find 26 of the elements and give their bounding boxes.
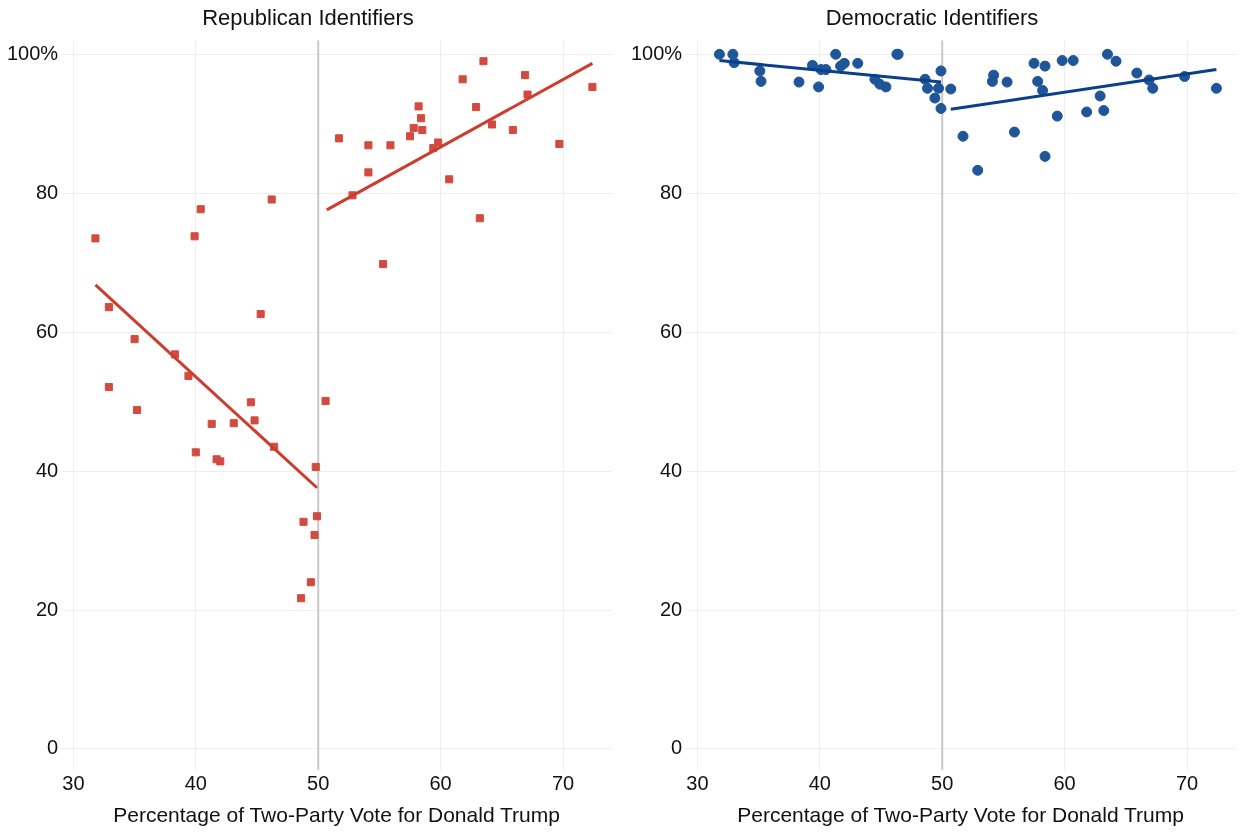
x-tick-label: 70	[1175, 772, 1199, 795]
x-tick-label: 60	[1053, 772, 1076, 795]
x-tick-label: 50	[931, 772, 954, 795]
y-tick-label: 100%	[631, 41, 683, 64]
x-axis-title: Percentage of Two-Party Vote for Donald Trump	[737, 803, 1184, 827]
y-tick-label: 100%	[7, 41, 59, 64]
x-tick-label: 30	[686, 772, 709, 795]
y-tick-label: 20	[35, 597, 59, 620]
x-tick-label: 70	[551, 772, 575, 795]
x-tick-label: 40	[808, 772, 831, 795]
y-tick-label: 60	[659, 319, 683, 342]
chart-title: Democratic Identifiers	[825, 5, 1039, 31]
y-tick-label: 20	[659, 597, 683, 620]
y-tick-label: 0	[47, 736, 59, 759]
y-tick-label: 80	[35, 180, 59, 203]
x-tick-label: 40	[184, 772, 207, 795]
x-tick-label: 60	[429, 772, 452, 795]
y-tick-label: 80	[659, 180, 683, 203]
y-tick-label: 0	[671, 736, 683, 759]
x-tick-label: 30	[62, 772, 85, 795]
x-axis-title: Percentage of Two-Party Vote for Donald Trump	[113, 803, 560, 827]
y-tick-label: 40	[659, 458, 683, 481]
y-tick-label: 60	[35, 319, 59, 342]
chart-title: Republican Identifiers	[202, 5, 414, 31]
x-tick-label: 50	[307, 772, 330, 795]
y-tick-label: 40	[35, 458, 59, 481]
